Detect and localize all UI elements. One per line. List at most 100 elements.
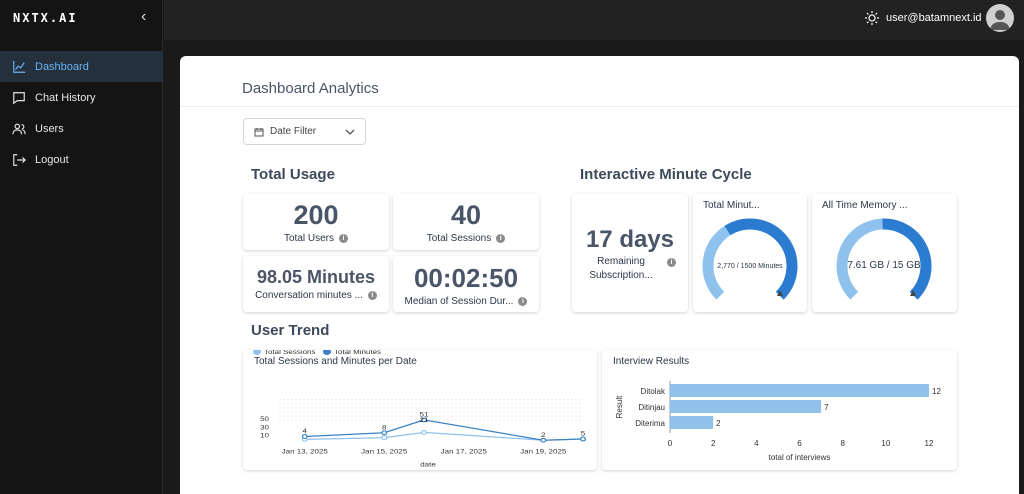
top-bar: user@batamnext.id: [164, 0, 1024, 40]
gauge-pointer-icon: [777, 290, 783, 296]
total-minutes-gauge-label: Total Minut...: [703, 200, 760, 211]
data-point[interactable]: [421, 417, 427, 423]
bar-value-label: 7: [824, 403, 829, 412]
chart-icon: [13, 60, 26, 73]
conversation-minutes-label-row: Conversation minutes ... i: [243, 290, 389, 301]
info-icon[interactable]: i: [367, 290, 377, 300]
x-tick-label: 6: [797, 439, 802, 448]
x-tick-label: Jan 15, 2025: [361, 447, 407, 455]
total-sessions-value: 40: [450, 200, 482, 230]
median-session-value: 00:02:50: [413, 263, 519, 293]
total-usage-title: Total Usage: [251, 166, 335, 183]
remaining-label-2: Subscription...: [589, 270, 653, 281]
app-logo: NXTX.AI: [13, 11, 78, 25]
data-point[interactable]: [381, 430, 388, 436]
memory-gauge-card: All Time Memory ... 7.61 GB / 15 GB: [812, 194, 957, 312]
total-minutes-gauge: 2,770 / 1500 Minutes: [702, 218, 798, 300]
avatar[interactable]: [986, 4, 1014, 32]
total-users-card: 200 Total Users i: [243, 194, 389, 250]
x-tick-label: 4: [754, 439, 759, 448]
sidebar-item-label: Chat History: [35, 91, 96, 104]
info-icon[interactable]: i: [518, 296, 528, 306]
category-label: Ditolak: [641, 387, 666, 396]
sidebar-item-dashboard[interactable]: Dashboard: [0, 51, 163, 82]
chart-title: Total Sessions and Minutes per Date: [254, 356, 417, 367]
bar[interactable]: [670, 400, 822, 413]
memory-gauge-label: All Time Memory ...: [822, 200, 908, 211]
legend-label[interactable]: Total Minutes: [334, 350, 381, 356]
data-point[interactable]: [421, 429, 427, 435]
conversation-minutes-card: 98.05 Minutes Conversation minutes ... i: [243, 256, 389, 312]
info-icon[interactable]: i: [667, 258, 676, 267]
interactive-minute-cycle-title: Interactive Minute Cycle: [580, 166, 752, 183]
remaining-days-value: 17 days: [585, 226, 675, 253]
gauge-fill: [724, 218, 798, 300]
sidebar: NXTX.AI ‹ Dashboard Chat History Users L…: [0, 0, 163, 494]
user-email: user@batamnext.id: [886, 12, 982, 24]
collapse-sidebar-icon[interactable]: ‹: [141, 8, 147, 25]
bar-value-label: 12: [932, 387, 941, 396]
total-users-value: 200: [293, 200, 339, 230]
x-tick-label: 0: [668, 439, 673, 448]
interview-results-bar-chart: Ditolak 12 Ditinjau 7 Diterima 2 0 2 4 6 8 10 12 tota…: [615, 381, 941, 462]
memory-gauge: 7.61 GB / 15 GB: [836, 218, 932, 300]
category-label: Diterima: [635, 419, 665, 428]
total-sessions-label: Total Sessions: [426, 233, 492, 244]
data-point[interactable]: [540, 437, 547, 443]
info-icon[interactable]: i: [339, 233, 348, 243]
divider: [180, 106, 1019, 107]
data-label: 4: [303, 427, 307, 435]
sidebar-item-users[interactable]: Users: [0, 113, 163, 144]
median-session-label-row: Median of Session Dur... i: [393, 296, 539, 307]
users-icon: [12, 123, 26, 134]
x-axis-label: total of interviews: [769, 453, 831, 462]
x-axis-label: date: [420, 460, 436, 468]
y-tick-label: 50: [260, 415, 269, 423]
sidebar-item-chat-history[interactable]: Chat History: [0, 82, 163, 113]
gauge-pointer-icon: [910, 290, 916, 296]
x-tick-label: 2: [711, 439, 716, 448]
date-filter-label: Date Filter: [270, 126, 317, 137]
total-sessions-card: 40 Total Sessions i: [393, 194, 539, 250]
info-icon[interactable]: i: [496, 233, 506, 243]
x-tick-label: 8: [840, 439, 845, 448]
total-users-label-row: Total Users i: [243, 233, 389, 244]
date-filter-dropdown[interactable]: Date Filter: [243, 118, 366, 145]
bar[interactable]: [670, 384, 929, 397]
data-point[interactable]: [381, 435, 388, 441]
chart-title: Interview Results: [613, 356, 690, 367]
theme-toggle-sun-icon[interactable]: [864, 10, 880, 26]
data-point[interactable]: [580, 436, 586, 442]
data-point[interactable]: [301, 434, 308, 439]
median-session-card: 00:02:50 Median of Session Dur... i: [393, 256, 539, 312]
data-label: 51: [420, 410, 429, 418]
data-label: 5: [581, 429, 585, 437]
logout-icon: [13, 153, 26, 166]
total-minutes-gauge-card: Total Minut... 2,770 / 1500 Minutes: [693, 194, 807, 312]
user-avatar-icon: [990, 10, 1010, 30]
data-label: 8: [382, 423, 386, 431]
chat-icon: [13, 91, 25, 104]
sidebar-nav: Dashboard Chat History Users Logout: [0, 51, 163, 175]
sidebar-item-logout[interactable]: Logout: [0, 144, 163, 175]
sessions-minutes-chart-card: Total Sessions and Minutes per Date Tota…: [243, 350, 597, 470]
sidebar-item-label: Logout: [35, 153, 69, 166]
y-tick-label: 30: [260, 423, 269, 431]
chevron-down-icon: [345, 129, 355, 135]
legend-label[interactable]: Total Sessions: [264, 350, 316, 356]
memory-gauge-text: 7.61 GB / 15 GB: [847, 260, 921, 271]
conversation-minutes-label: Conversation minutes ...: [255, 290, 363, 301]
x-tick-label: Jan 17, 2025: [441, 447, 487, 455]
median-session-label: Median of Session Dur...: [404, 296, 514, 307]
y-axis-label: Result: [615, 395, 624, 418]
gauge-fill: [882, 218, 932, 300]
sidebar-item-label: Dashboard: [35, 60, 89, 73]
page-title: Dashboard Analytics: [242, 80, 379, 97]
conversation-minutes-value: 98.05 Minutes: [256, 267, 376, 287]
total-minutes-gauge-text: 2,770 / 1500 Minutes: [717, 263, 783, 270]
x-tick-label: 12: [925, 439, 934, 448]
bar[interactable]: [670, 416, 714, 429]
legend-marker: [253, 350, 261, 355]
y-tick-label: 10: [260, 431, 269, 439]
